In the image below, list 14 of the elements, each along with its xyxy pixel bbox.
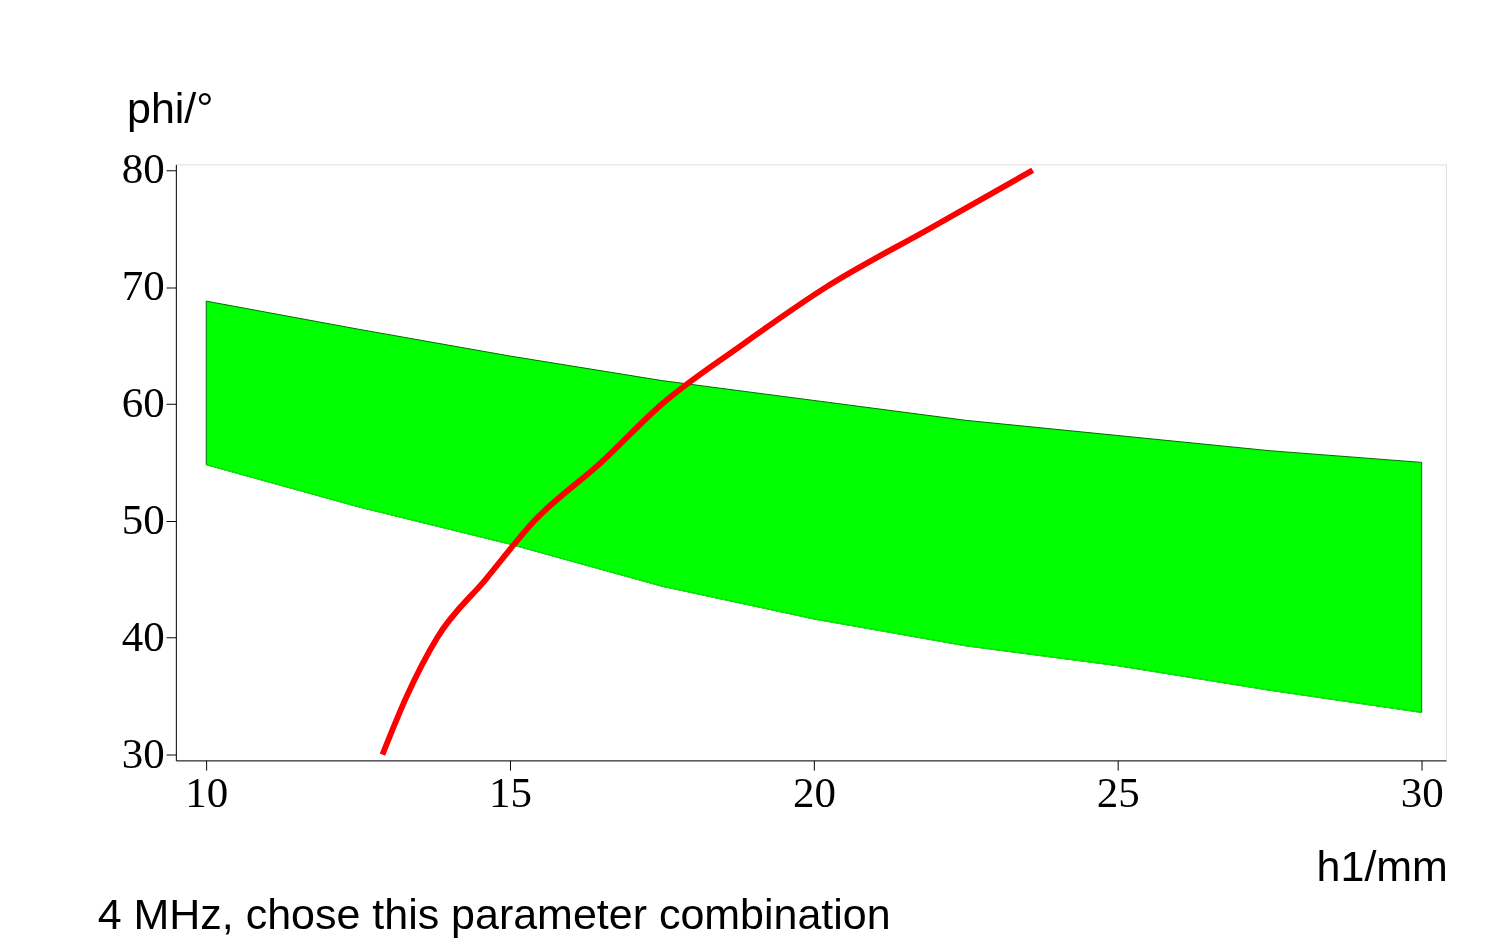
y-tick-label: 40 <box>121 612 165 660</box>
x-tick-label: 30 <box>1400 768 1444 816</box>
y-tick-label: 60 <box>121 379 165 427</box>
y-tick-label: 80 <box>121 145 165 193</box>
x-tick-label: 20 <box>792 768 836 816</box>
text: 4 MHz, chose this parameter combination <box>97 890 891 939</box>
x-tick-label: 25 <box>1096 768 1140 816</box>
x-tick-label: 15 <box>489 768 533 816</box>
y-axis-title: phi/° <box>127 84 214 133</box>
x-tick-label: 10 <box>185 768 229 816</box>
y-tick-label: 70 <box>121 262 165 310</box>
x-axis-title: h1/mm <box>1316 841 1448 890</box>
y-tick-label: 50 <box>121 496 165 544</box>
y-tick-label: 30 <box>121 729 165 777</box>
